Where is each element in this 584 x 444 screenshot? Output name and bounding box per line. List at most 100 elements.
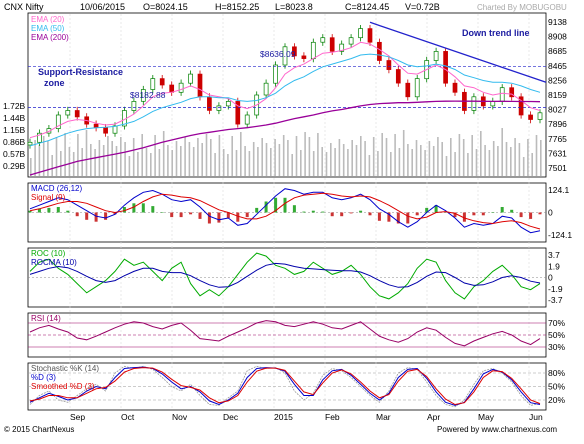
candle-body	[55, 114, 61, 129]
volume-bar	[300, 150, 302, 176]
volume-bar	[90, 144, 92, 176]
volume-bar	[141, 134, 143, 176]
volume-bar	[321, 147, 323, 176]
roc-line	[29, 252, 541, 300]
ema50-line	[29, 53, 541, 147]
macd-histogram-bar	[28, 210, 32, 213]
macd-histogram-bar	[387, 212, 391, 222]
downtrend-line	[369, 21, 547, 83]
volume-bar	[55, 137, 58, 176]
macd-y-tick: -124.1	[548, 230, 572, 240]
legend-stoch-sd: Smoothed %D (3)	[31, 382, 95, 391]
roc-y-tick: -3.7	[548, 295, 563, 305]
volume-bar	[488, 150, 491, 176]
macd-histogram-bar	[425, 207, 429, 213]
open-label: O=8024.15	[143, 2, 188, 12]
volume-bar	[257, 147, 259, 176]
roc-y-tick: 0	[548, 273, 553, 283]
rocma-line	[29, 262, 541, 288]
price-y-tick: 8256	[548, 75, 567, 85]
macd-histogram-bar	[56, 207, 60, 213]
volume-bar	[34, 140, 36, 176]
volume-y-tick: 0.57B	[3, 149, 26, 159]
volume-bar	[467, 153, 469, 176]
candle-body	[509, 87, 515, 98]
stochastic-y-tick: 50%	[548, 382, 565, 392]
support-resistance-label: Support-Resistance zone	[38, 67, 123, 88]
macd-histogram-bar	[255, 207, 259, 213]
rsi-y-tick: 70%	[548, 318, 565, 328]
volume-bar	[535, 135, 538, 176]
volume-bar	[167, 145, 169, 176]
volume-bar	[42, 136, 45, 176]
x-axis-label: Feb	[325, 412, 340, 422]
volume-bar	[180, 146, 182, 176]
legend-stoch-k: Stochastic %K (14)	[31, 364, 99, 373]
volume-bar	[527, 139, 529, 176]
roc-y-tick: 3.7	[548, 250, 560, 260]
candle-body	[433, 51, 439, 61]
candle-body	[499, 87, 505, 102]
date-label: 10/06/2015	[80, 2, 125, 12]
roc-legend: ROC (10) ROCMA (10)	[31, 249, 77, 267]
candle-body	[207, 96, 212, 111]
legend-ema50: EMA (50)	[31, 24, 65, 33]
volume-bar	[201, 143, 203, 176]
x-axis-label: Dec	[223, 412, 239, 422]
roc-y-tick: 1.9	[548, 261, 560, 271]
candle-body	[74, 110, 80, 118]
volume-bar	[287, 140, 289, 176]
volume-bar	[77, 134, 79, 176]
volume-bar	[244, 146, 246, 176]
volume-bar	[265, 143, 268, 176]
macd-histogram-bar	[519, 212, 523, 218]
candle-body	[358, 28, 363, 39]
volume-bar	[407, 144, 409, 176]
roc-y-tick: -1.9	[548, 284, 563, 294]
stochastic-y-tick: 20%	[548, 395, 565, 405]
legend-macd: MACD (26,12)	[31, 184, 82, 193]
volume-bar	[248, 151, 251, 176]
volume-bar	[111, 141, 113, 176]
volume-bar	[458, 134, 461, 176]
macd-histogram-bar	[226, 212, 230, 218]
volume-bar	[197, 138, 199, 176]
volume-bar	[394, 134, 396, 176]
legend-rocma: ROCMA (10)	[31, 258, 77, 267]
candle-body	[471, 96, 477, 111]
price-y-tick: 7501	[548, 163, 567, 173]
macd-histogram-bar	[141, 203, 145, 213]
volume-bar	[522, 157, 525, 176]
macd-histogram-bar	[207, 212, 211, 224]
volume-bar	[30, 158, 32, 176]
volume-bar	[381, 133, 383, 176]
volume-y-tick: 1.72B	[3, 101, 26, 111]
macd-histogram-bar	[104, 212, 108, 220]
macd-histogram-bar	[245, 212, 249, 218]
volume-bar	[312, 151, 315, 176]
volume-bar	[475, 149, 478, 176]
price-y-tick: 8027	[548, 105, 567, 115]
macd-histogram-bar	[85, 212, 89, 220]
volume-bar	[188, 142, 191, 176]
candle-body	[386, 60, 392, 70]
candle-body	[263, 82, 269, 96]
macd-histogram-bar	[179, 212, 183, 218]
ema200-line	[29, 100, 541, 176]
candle-body	[235, 101, 241, 125]
macd-histogram-bar	[368, 212, 372, 216]
volume-bar	[137, 152, 139, 176]
price-y-tick: 8908	[548, 32, 567, 42]
volume-bar	[424, 150, 426, 176]
volume-bar	[454, 152, 456, 176]
volume-bar	[390, 152, 392, 176]
volume-bar	[420, 145, 422, 176]
candle-body	[188, 73, 193, 84]
volume-bar	[85, 130, 88, 176]
volume-bar	[355, 145, 358, 176]
volume-bar	[214, 153, 216, 176]
charted-by-label: Charted By MOBUGOBU	[477, 3, 567, 12]
stoch-d-line	[29, 366, 541, 406]
candle-body	[310, 41, 316, 60]
macd-histogram-bar	[434, 205, 438, 213]
